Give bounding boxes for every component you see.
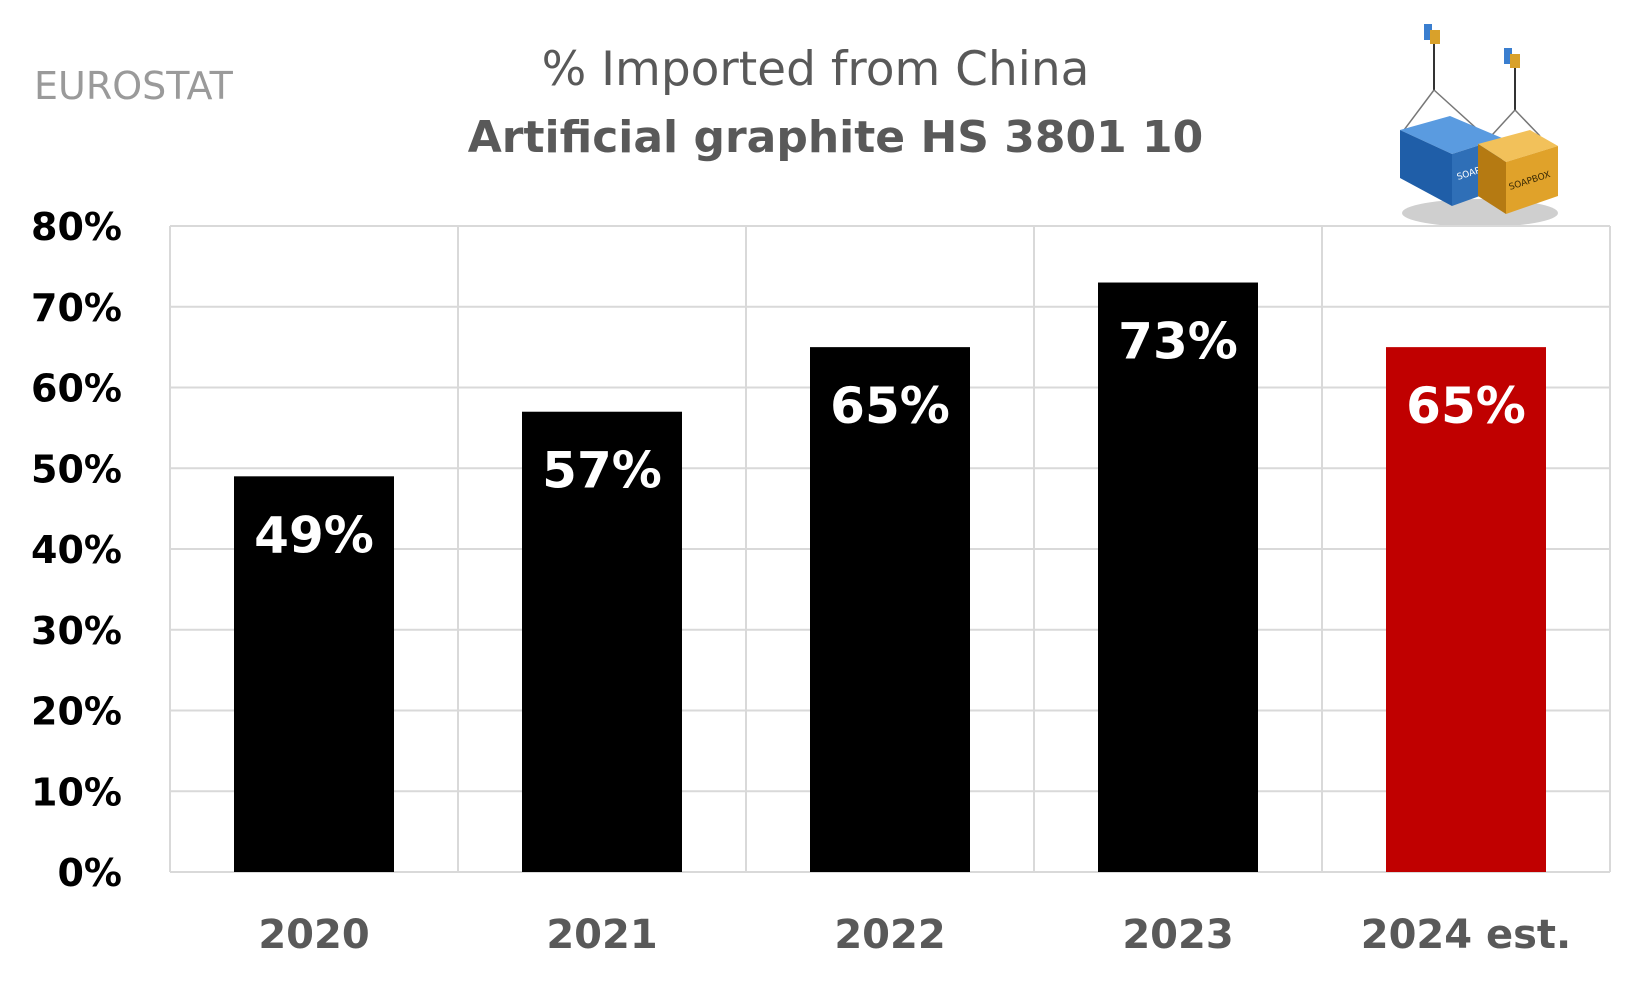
x-tick-label: 2020 <box>258 912 369 958</box>
x-axis-ticks: 2020 2021 2022 2023 2024 est. <box>258 912 1571 958</box>
y-tick-label: 40% <box>31 528 122 572</box>
bar-2023 <box>1098 282 1258 872</box>
y-tick-label: 70% <box>31 286 122 330</box>
bar-2021 <box>522 411 682 872</box>
bar-2022 <box>810 347 970 872</box>
y-axis-ticks: 0% 10% 20% 30% 40% 50% 60% 70% 80% <box>31 205 122 895</box>
data-label: 65% <box>830 377 950 435</box>
y-tick-label: 10% <box>31 770 122 814</box>
x-tick-label: 2022 <box>834 912 945 958</box>
y-tick-label: 0% <box>57 851 122 895</box>
y-tick-label: 50% <box>31 447 122 491</box>
data-label: 49% <box>254 506 374 564</box>
bars <box>234 282 1546 872</box>
x-tick-label: 2023 <box>1122 912 1233 958</box>
data-labels: 49% 57% 65% 73% 65% <box>254 313 1526 565</box>
yellow-container-icon: SOAPBOX <box>1478 130 1558 214</box>
source-label: EUROSTAT <box>34 64 233 108</box>
bar-2020 <box>234 476 394 872</box>
x-tick-label: 2024 est. <box>1361 912 1572 958</box>
data-label: 65% <box>1406 377 1526 435</box>
crane-hook-blue-icon <box>1403 24 1477 131</box>
x-tick-label: 2021 <box>546 912 657 958</box>
y-tick-label: 30% <box>31 609 122 653</box>
y-tick-label: 20% <box>31 690 122 734</box>
soapbox-containers-logo: SOAPBOX SOAPBOX <box>1400 24 1558 227</box>
chart-subtitle: Artificial graphite HS 3801 10 <box>467 112 1204 163</box>
y-tick-label: 60% <box>31 367 122 411</box>
y-tick-label: 80% <box>31 205 122 249</box>
data-label: 73% <box>1118 313 1238 371</box>
data-label: 57% <box>542 442 662 500</box>
chart-title: % Imported from China <box>541 42 1090 97</box>
bar-2024-est <box>1386 347 1546 872</box>
